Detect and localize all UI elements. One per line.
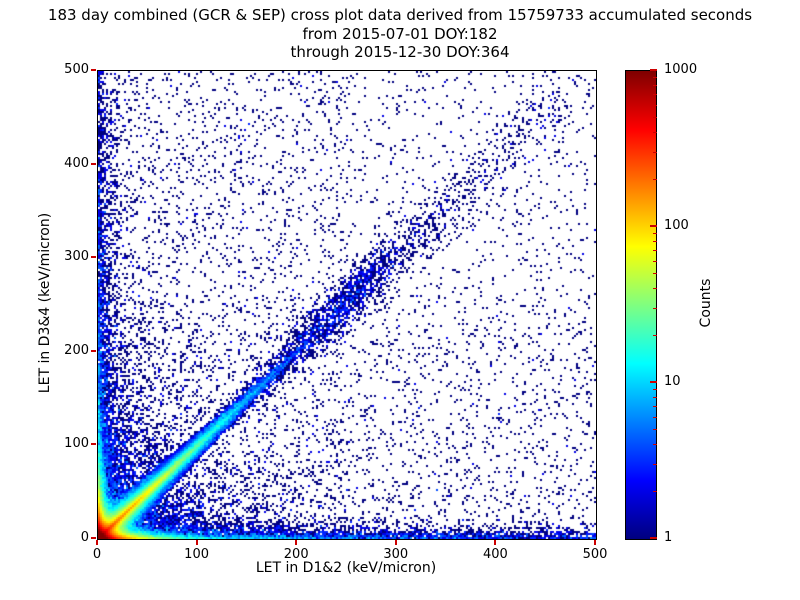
y-tick-label: 300: [64, 249, 89, 265]
y-tick-mark: [91, 443, 96, 446]
x-tick-mark: [494, 540, 497, 545]
colorbar-minor-tick-mark: [653, 397, 657, 399]
colorbar-tick-mark: [650, 225, 657, 227]
colorbar-minor-tick-mark: [653, 77, 657, 79]
x-tick-mark: [594, 540, 596, 545]
colorbar-minor-tick-mark: [653, 335, 657, 337]
colorbar-minor-tick-mark: [653, 179, 657, 181]
colorbar-minor-tick-mark: [653, 260, 657, 262]
colorbar-minor-tick-mark: [653, 491, 657, 493]
colorbar-minor-tick-mark: [653, 132, 657, 134]
colorbar-minor-tick-mark: [653, 307, 657, 309]
x-tick-label: 0: [92, 547, 102, 562]
colorbar-tick-mark: [650, 381, 657, 383]
y-tick-label: 200: [64, 342, 89, 358]
x-axis-label: LET in D1&2 (keV/micron): [255, 560, 437, 576]
y-tick-label: 400: [64, 155, 89, 171]
scatter-canvas: [98, 71, 596, 539]
colorbar-label: Counts: [698, 278, 714, 328]
colorbar-minor-tick-mark: [653, 288, 657, 290]
x-tick-label: 100: [184, 547, 210, 562]
y-tick-label: 0: [80, 530, 89, 545]
x-tick-label: 200: [283, 547, 309, 562]
colorbar-minor-tick-mark: [653, 463, 657, 465]
colorbar-minor-tick-mark: [653, 416, 657, 418]
y-axis-label: LET in D3&4 (keV/micron): [37, 212, 53, 394]
y-tick-label: 100: [64, 436, 89, 452]
y-tick-mark: [91, 162, 96, 165]
colorbar-minor-tick-mark: [653, 444, 657, 446]
colorbar-tick-label: 1: [664, 530, 673, 545]
x-tick-label: 400: [482, 547, 508, 562]
colorbar-minor-tick-mark: [653, 116, 657, 118]
x-tick-label: 500: [582, 547, 608, 562]
x-tick-label: 300: [383, 547, 409, 562]
colorbar-minor-tick-mark: [653, 233, 657, 235]
colorbar-minor-tick-mark: [653, 406, 657, 408]
colorbar-minor-tick-mark: [653, 428, 657, 430]
colorbar-tick-label: 100: [664, 218, 689, 233]
colorbar-tick-mark: [650, 537, 657, 539]
x-tick-mark: [96, 540, 98, 545]
y-tick-mark: [91, 537, 96, 539]
y-tick-mark: [91, 349, 96, 352]
colorbar-minor-tick-mark: [653, 272, 657, 274]
colorbar-minor-tick-mark: [653, 151, 657, 153]
x-tick-mark: [394, 540, 397, 545]
x-tick-mark: [295, 540, 298, 545]
colorbar-minor-tick-mark: [653, 104, 657, 106]
colorbar-minor-tick-mark: [653, 94, 657, 96]
colorbar-gradient: [625, 70, 657, 540]
colorbar-minor-tick-mark: [653, 85, 657, 87]
chart-title-line-3: through 2015-12-30 DOY:364: [290, 43, 510, 61]
plot-area: [97, 70, 597, 540]
colorbar-minor-tick-mark: [653, 250, 657, 252]
colorbar-minor-tick-mark: [653, 389, 657, 391]
y-tick-mark: [91, 69, 96, 71]
chart-title-line-2: from 2015-07-01 DOY:182: [302, 25, 498, 43]
colorbar-tick-label: 10: [664, 374, 681, 389]
colorbar-tick-mark: [650, 69, 657, 71]
y-tick-label: 500: [64, 62, 89, 77]
x-tick-mark: [195, 540, 198, 545]
chart-title-line-1: 183 day combined (GCR & SEP) cross plot …: [47, 6, 753, 24]
colorbar-minor-tick-mark: [653, 241, 657, 243]
colorbar-tick-label: 1000: [664, 62, 698, 77]
y-tick-mark: [91, 256, 96, 259]
